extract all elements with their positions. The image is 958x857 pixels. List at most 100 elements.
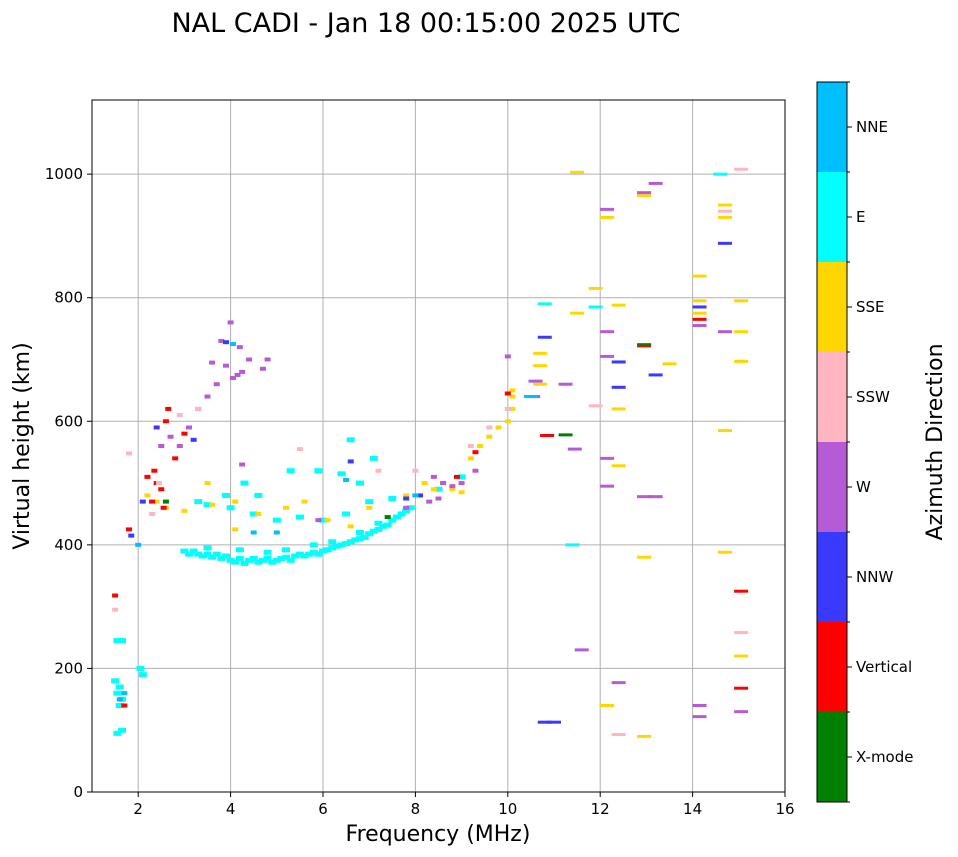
data-point	[195, 406, 202, 411]
data-point	[144, 493, 151, 498]
data-point	[217, 555, 226, 561]
data-point	[115, 703, 124, 708]
data-point	[295, 551, 304, 557]
data-point	[222, 340, 229, 345]
data-point	[692, 317, 707, 321]
data-point	[172, 456, 179, 461]
data-point	[734, 710, 749, 714]
data-point	[112, 593, 119, 598]
data-point	[537, 302, 552, 306]
data-point	[235, 555, 244, 561]
data-point	[458, 490, 465, 495]
data-point	[272, 557, 281, 563]
data-point	[301, 499, 308, 504]
x-tick-label: 6	[318, 800, 328, 818]
data-point	[692, 715, 707, 719]
data-point	[153, 499, 160, 504]
data-point	[263, 555, 272, 561]
data-point	[203, 545, 212, 551]
data-point	[472, 468, 479, 473]
colorbar-tick-label: NNE	[856, 118, 888, 136]
data-point	[355, 536, 364, 542]
data-point	[346, 539, 355, 545]
data-point	[611, 407, 626, 411]
x-tick-label: 12	[591, 800, 610, 818]
data-point	[379, 523, 388, 529]
data-point	[194, 499, 203, 505]
data-point	[232, 499, 239, 504]
data-point	[149, 499, 156, 504]
data-point	[648, 181, 663, 185]
data-point	[402, 508, 411, 514]
data-point	[319, 517, 327, 523]
data-point	[305, 551, 314, 557]
data-point	[121, 703, 128, 708]
data-point	[467, 444, 474, 448]
data-point	[118, 638, 127, 644]
data-point	[449, 487, 456, 492]
data-point	[213, 382, 220, 387]
data-point	[181, 508, 188, 513]
data-point	[239, 369, 246, 374]
data-point	[366, 505, 373, 510]
data-point	[181, 431, 188, 436]
data-point	[435, 496, 442, 501]
data-point	[342, 511, 351, 517]
data-point	[342, 541, 351, 547]
data-point	[717, 209, 732, 213]
data-point	[692, 704, 707, 707]
data-point	[403, 505, 410, 510]
data-point	[637, 191, 652, 195]
data-point	[337, 542, 346, 548]
colorbar-tick-label: Vertical	[856, 658, 912, 676]
data-point	[528, 379, 543, 383]
data-point	[315, 518, 322, 523]
data-point	[323, 547, 332, 553]
data-point	[734, 330, 749, 334]
data-point	[264, 357, 271, 362]
data-point	[540, 433, 555, 437]
colorbar-segment	[817, 262, 847, 352]
data-point	[547, 720, 561, 724]
data-point	[314, 551, 323, 557]
data-point	[255, 511, 262, 516]
data-point	[282, 554, 291, 560]
data-point	[477, 444, 484, 448]
data-point	[692, 274, 707, 278]
data-point	[245, 557, 254, 563]
data-point	[397, 511, 406, 517]
data-point	[648, 495, 663, 499]
data-point	[221, 553, 230, 559]
x-tick-label: 2	[133, 800, 143, 818]
data-point	[523, 395, 538, 399]
data-point	[565, 543, 580, 547]
data-point	[369, 528, 378, 534]
data-point	[121, 691, 128, 696]
data-point	[692, 299, 707, 303]
data-point	[504, 419, 511, 424]
data-point	[412, 493, 419, 498]
data-point	[158, 487, 165, 492]
data-point	[430, 487, 437, 492]
colorbar-tick-label: NNW	[856, 568, 893, 586]
data-point	[139, 499, 146, 504]
data-point	[600, 456, 615, 460]
x-tick-label: 16	[775, 800, 794, 818]
data-point	[600, 207, 615, 211]
colorbar-tick-label: X-mode	[856, 748, 913, 766]
data-point	[332, 543, 341, 549]
data-point	[203, 502, 212, 508]
data-point	[440, 481, 447, 486]
y-tick-label: 0	[73, 783, 83, 801]
colorbar-label: Azimuth Direction	[923, 343, 948, 540]
data-point	[412, 468, 419, 473]
data-point	[328, 539, 337, 545]
data-point	[282, 547, 291, 553]
y-tick-label: 1000	[45, 165, 83, 183]
colorbar-segment	[817, 712, 847, 802]
data-point	[734, 359, 749, 363]
series-e	[111, 172, 728, 736]
data-point	[218, 338, 225, 343]
data-point	[430, 474, 437, 479]
data-point	[637, 495, 652, 499]
